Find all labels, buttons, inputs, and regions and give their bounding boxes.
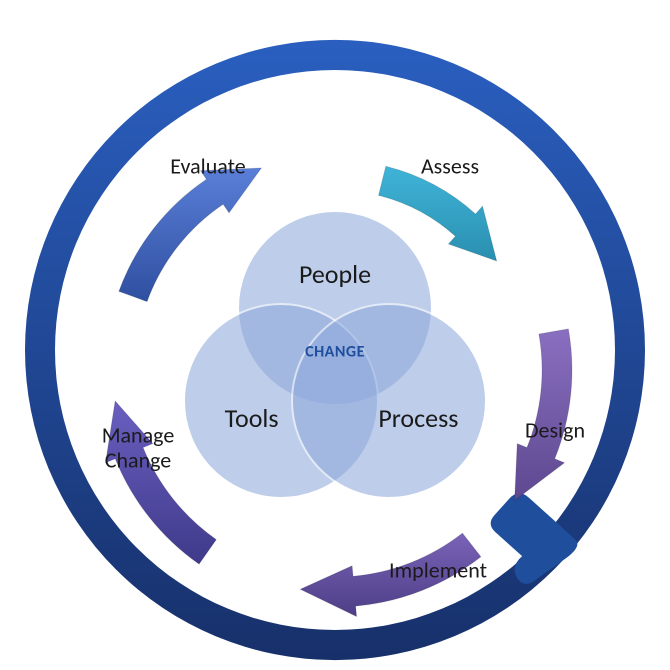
venn-label: Process: [378, 402, 458, 434]
phase-label: Implement: [389, 557, 487, 582]
venn-label: Tools: [225, 402, 279, 434]
phase-label: Assess: [421, 153, 479, 178]
phase-label: Design: [525, 417, 585, 442]
cycle-arrow: [515, 329, 572, 501]
venn-center-label: CHANGE: [305, 343, 365, 362]
venn-circle: [291, 303, 487, 499]
phase-label: Manage Change: [102, 423, 175, 474]
venn-label: People: [299, 258, 371, 290]
phase-label: Evaluate: [170, 153, 245, 178]
